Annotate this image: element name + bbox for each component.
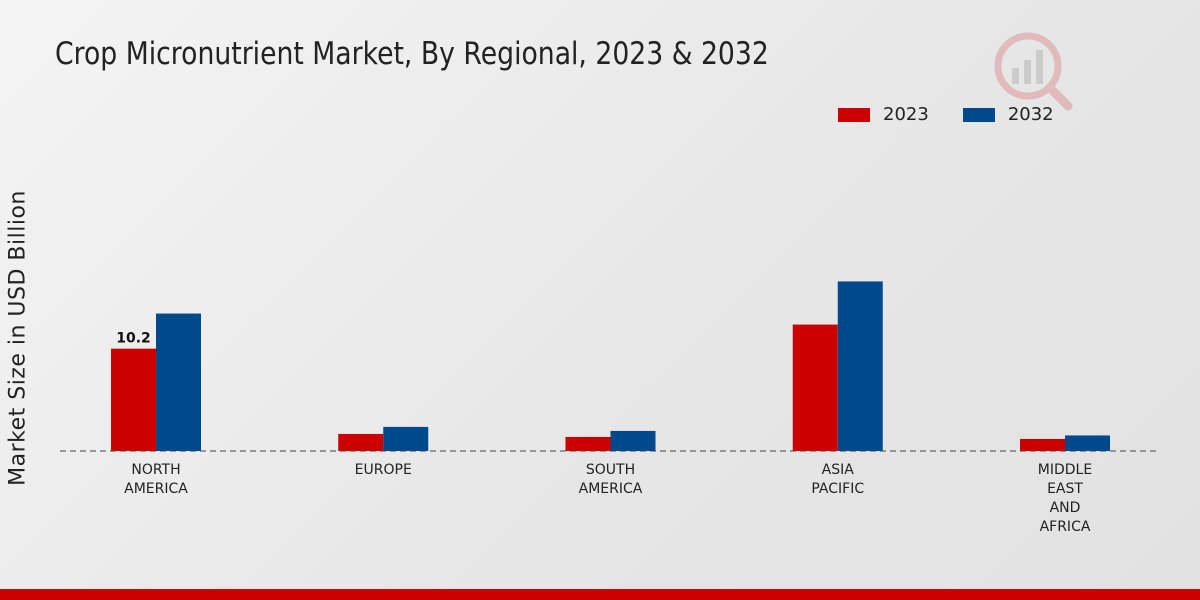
bar-2032-2 [610, 430, 656, 451]
chart-title: Crop Micronutrient Market, By Regional, … [55, 36, 769, 72]
legend: 2023 2032 [838, 104, 1088, 125]
legend-swatch-2023 [838, 107, 870, 122]
legend-item-2032: 2032 [962, 104, 1054, 125]
x-tick-label-1: EUROPE [355, 462, 412, 478]
x-tick-label-4: MIDDLE EAST AND AFRICA [1038, 462, 1092, 535]
bar-2023-0 [111, 348, 156, 451]
x-tick-label-2: SOUTH AMERICA [579, 462, 643, 497]
bar-2023-2 [565, 436, 611, 451]
bar-2023-3 [792, 324, 838, 451]
bar-2032-1 [383, 426, 429, 451]
bar-2032-4 [1065, 435, 1110, 451]
legend-item-2023: 2023 [838, 104, 929, 125]
data-label-2023-0: 10.2 [116, 331, 151, 347]
footer-accent-bar [0, 589, 1200, 600]
legend-label-2023: 2023 [883, 104, 929, 125]
logo-watermark-icon [994, 32, 1073, 111]
legend-swatch-2032 [962, 107, 995, 122]
x-tick-label-0: NORTH AMERICA [124, 462, 188, 497]
bar-2032-3 [837, 281, 883, 451]
bar-2023-4 [1020, 438, 1065, 451]
bar-2023-1 [338, 433, 384, 451]
bar-2032-0 [156, 313, 201, 451]
x-tick-label-3: ASIA PACIFIC [811, 462, 864, 497]
legend-label-2032: 2032 [1007, 104, 1054, 125]
